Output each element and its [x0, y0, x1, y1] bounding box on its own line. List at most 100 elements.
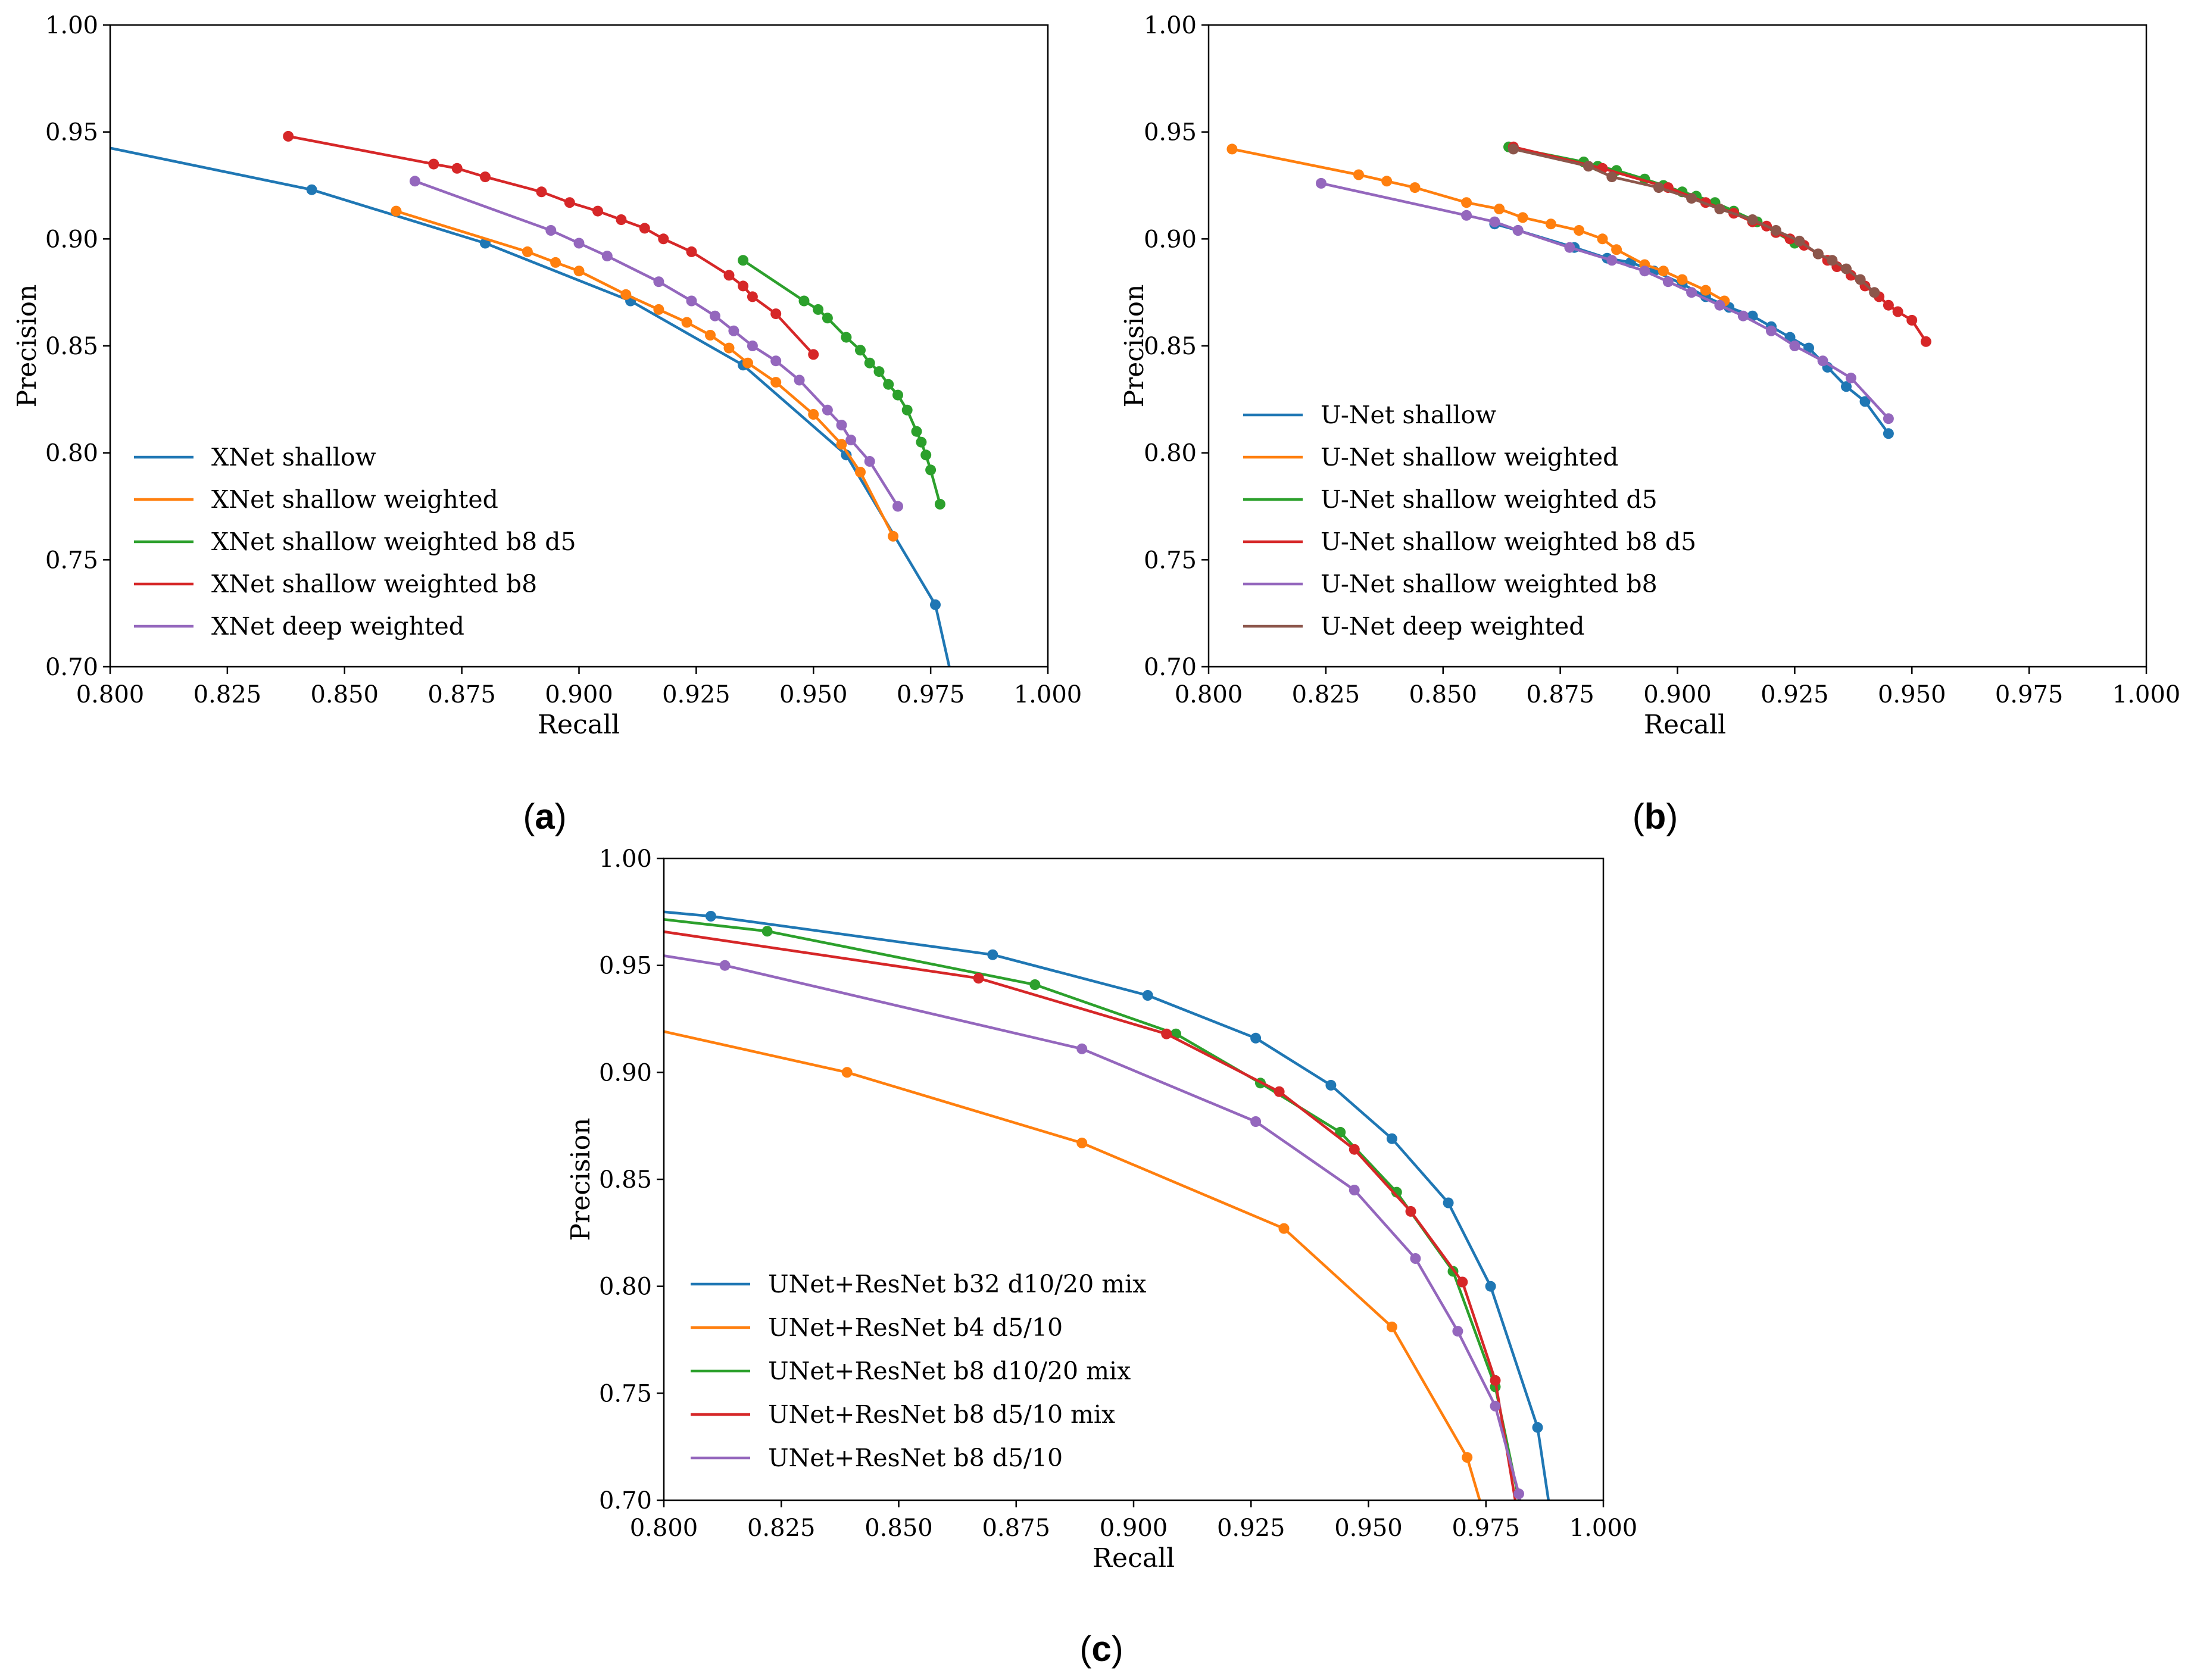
panel-a-series-3-point	[616, 214, 627, 225]
panel-c-series-0-point	[1443, 1197, 1454, 1209]
panel-c-series-3-point	[1405, 1206, 1416, 1217]
panel-a-x-tick-label: 0.850	[310, 681, 379, 708]
panel-b-series-1-point	[1677, 274, 1688, 285]
panel-b-series-1-point	[1353, 169, 1364, 180]
panel-a-series-2-point	[873, 366, 885, 377]
panel-a-series-1	[391, 205, 899, 542]
panel-a-y-tick-labels: 0.70 0.75 0.80 0.85 0.90 0.95 1.00	[45, 12, 98, 681]
panel-a-legend-label: XNet deep weighted	[211, 612, 464, 641]
panel-c-series-1-point	[1462, 1452, 1473, 1463]
panel-c-series-4-point	[1250, 1116, 1262, 1127]
panel-a-legend-label: XNet shallow weighted b8 d5	[211, 527, 576, 556]
panel-b-legend-label: U-Net shallow weighted b8	[1321, 570, 1658, 598]
panel-a-series-1-point	[808, 409, 819, 420]
panel-a-legend-label: XNet shallow weighted	[211, 485, 498, 514]
panel-c-x-tick-label: 0.800	[630, 1515, 698, 1542]
panel-a-caption-open: (	[523, 797, 535, 836]
panel-b-series-4-point	[1512, 225, 1524, 236]
panel-a-series-4-point	[728, 325, 739, 336]
panel-c-x-tick-label: 0.875	[982, 1515, 1050, 1542]
panel-b-x-tick-label: 1.000	[2112, 681, 2181, 708]
panel-b-series-1-point	[1226, 143, 1238, 155]
panel-b-series-4	[1316, 177, 1894, 424]
panel-b-legend: U-Net shallow U-Net shallow weighted U-Net…	[1243, 401, 1696, 641]
panel-c-series-0-point	[1142, 990, 1153, 1001]
panel-b-series-5-point	[1606, 171, 1618, 183]
panel-a-series-3-point	[564, 197, 575, 208]
panel-c-x-tick-label: 1.000	[1569, 1515, 1638, 1542]
panel-a-series-3	[283, 130, 819, 360]
panel-a-series-3-point	[639, 223, 650, 234]
panel-a-series-3-point	[658, 233, 669, 245]
panel-a-series-2-line	[742, 259, 942, 505]
panel-c-series-0-point	[1250, 1032, 1262, 1044]
panel-a-series-3-line	[288, 135, 814, 355]
panel-a-x-tick-label: 0.925	[662, 681, 731, 708]
panel-c-series-3-point	[1457, 1276, 1468, 1288]
panel-b-series-4-point	[1489, 216, 1500, 227]
panel-a-series	[110, 130, 951, 667]
panel-a-series-3-point	[770, 308, 782, 320]
panel-a-series-1-point	[391, 205, 402, 217]
panel-a-series-2-point	[864, 357, 875, 369]
panel-b-series-0-point	[1883, 428, 1894, 439]
panel-a-series-2-point	[813, 304, 824, 315]
panel-a-series-0-point	[930, 599, 941, 610]
panel-b-legend-label: U-Net shallow weighted	[1321, 443, 1618, 471]
panel-a-series-1-point	[770, 377, 782, 388]
panel-c-series-1-point	[1076, 1137, 1088, 1148]
panel-b-y-tick-label: 0.80	[1144, 440, 1197, 467]
panel-a-caption-close: )	[555, 797, 567, 836]
panel-c-x-tick-labels: 0.800 0.825 0.850 0.875 0.900 0.925 0.950 0.975…	[630, 1515, 1638, 1542]
panel-a-series-1-point	[705, 330, 716, 341]
panel-c-caption: (c)	[1079, 1629, 1123, 1669]
panel-b-series-1-point	[1381, 176, 1393, 187]
panel-a-series-4-point	[747, 341, 758, 351]
panel-c-legend-label: UNet+ResNet b32 d10/20 mix	[768, 1270, 1146, 1298]
panel-b-y-tick-label: 0.90	[1144, 226, 1197, 253]
panel-a-x-tick-label: 0.950	[779, 681, 848, 708]
panel-a-series-1-point	[620, 289, 632, 300]
panel-a-x-axis-label: Recall	[538, 710, 620, 740]
panel-a-y-tick-label: 0.70	[45, 654, 98, 681]
panel-b-series-3-point	[1920, 336, 1931, 347]
panel-a-series-1-point	[573, 266, 585, 277]
panel-b-x-tick-label: 0.925	[1761, 681, 1829, 708]
panel-a-series-0	[110, 146, 951, 667]
panel-c-x-tick-label: 0.900	[1100, 1515, 1168, 1542]
panel-b-ticks	[1201, 24, 2148, 674]
panel-c-series-4-point	[1513, 1488, 1524, 1500]
panel-c-series-0-point	[1532, 1422, 1543, 1433]
panel-a-series-4-point	[573, 238, 585, 249]
panel-a-series-2-point	[892, 389, 903, 401]
panel-c-caption-open: (	[1079, 1629, 1091, 1669]
panel-b-series-1-point	[1574, 225, 1585, 236]
panel-a-series-4-point	[709, 310, 720, 321]
panel-c-y-tick-label: 0.95	[599, 953, 652, 980]
panel-a-series-2-point	[798, 295, 810, 307]
panel-a-series-4-point	[601, 251, 613, 262]
panel-c-x-tick-label: 0.950	[1334, 1515, 1403, 1542]
panel-a-y-axis-label: Precision	[12, 285, 42, 408]
panel-b-series-5-point	[1686, 193, 1697, 204]
panel-a-legend-label: XNet shallow weighted b8	[211, 570, 537, 598]
panel-b-y-tick-label: 0.85	[1144, 333, 1197, 360]
panel-c-legend-label: UNet+ResNet b8 d5/10	[768, 1444, 1063, 1472]
panel-a-series-3-point	[592, 205, 603, 217]
panel-b-series-1-point	[1700, 285, 1711, 296]
panel-c-axes-frame	[663, 857, 1605, 1501]
panel-c-series-4-point	[1349, 1185, 1360, 1195]
panel-a-series-3-point	[738, 280, 749, 292]
panel-b-series-5-point	[1714, 204, 1725, 214]
panel-a-series-3-point	[428, 158, 439, 170]
panel-b-series-4-point	[1817, 355, 1828, 367]
panel-a-series-2-point	[920, 449, 932, 461]
panel-c-legend-label: UNet+ResNet b8 d10/20 mix	[768, 1357, 1131, 1385]
panel-c-x-tick-label: 0.825	[747, 1515, 816, 1542]
panel-b-caption: (b)	[1633, 797, 1678, 836]
panel-a-series-2-point	[901, 404, 913, 416]
panel-a-series-1-point	[653, 304, 664, 315]
panel-a-series-1-point	[742, 357, 753, 369]
panel-b-y-tick-label: 0.70	[1144, 654, 1197, 681]
